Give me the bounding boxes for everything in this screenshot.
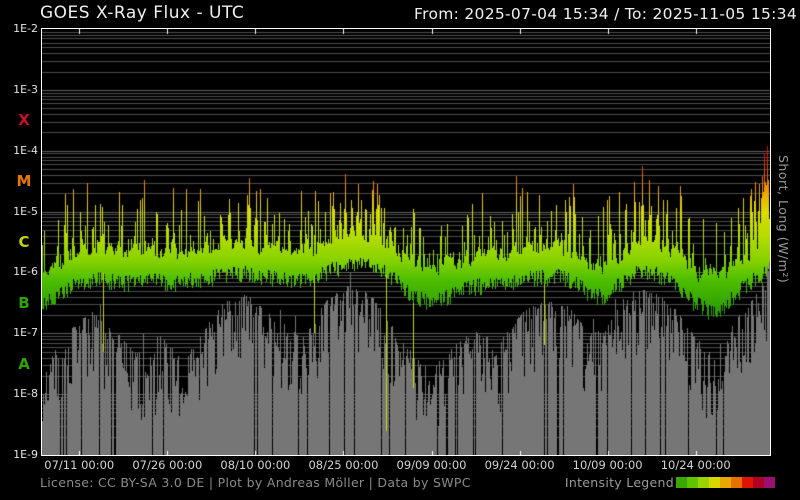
intensity-legend-label: Intensity Legend (564, 475, 674, 490)
legend-color-swatch (676, 477, 687, 488)
legend-color-swatch (687, 477, 698, 488)
y-tick-label: 1E-4 (13, 143, 38, 157)
y-tick-label: 1E-8 (13, 387, 38, 401)
legend-color-swatch (709, 477, 720, 488)
x-tick-label: 09/24 00:00 (484, 458, 555, 472)
date-range-label: From: 2025-07-04 15:34 / To: 2025-11-05 … (414, 5, 797, 23)
flare-class-label-b: B (18, 293, 30, 312)
x-tick-label: 10/24 00:00 (660, 458, 731, 472)
x-tick-label: 09/09 00:00 (396, 458, 467, 472)
x-tick-label: 08/25 00:00 (308, 458, 379, 472)
y-tick-label: 1E-6 (13, 265, 38, 279)
legend-color-swatch (764, 477, 775, 488)
y-tick-label: 1E-9 (13, 448, 38, 461)
flare-class-label-x: X (18, 111, 30, 130)
y-tick-label: 1E-7 (13, 326, 38, 340)
flare-class-label-a: A (18, 354, 30, 373)
legend-color-swatch (720, 477, 731, 488)
y-tick-label: 1E-2 (13, 22, 38, 35)
page-title: GOES X-Ray Flux - UTC (40, 3, 245, 23)
legend-color-swatch (753, 477, 764, 488)
legend-color-swatch (742, 477, 753, 488)
license-credit-text: License: CC BY-SA 3.0 DE | Plot by Andre… (40, 475, 471, 490)
flare-class-label-c: C (18, 233, 30, 251)
x-tick-label: 07/11 00:00 (44, 458, 115, 472)
x-tick-label: 07/26 00:00 (132, 458, 203, 472)
y-tick-label: 1E-5 (13, 204, 38, 218)
x-tick-label: 10/09 00:00 (572, 458, 643, 472)
xray-flux-plot (42, 29, 770, 455)
plot-frame (41, 28, 771, 456)
legend-color-swatch (731, 477, 742, 488)
legend-color-swatch (698, 477, 709, 488)
x-tick-label: 08/10 00:00 (220, 458, 291, 472)
y-tick-label: 1E-3 (13, 82, 38, 96)
flare-class-label-m: M (16, 172, 32, 191)
intensity-legend-colorbar (676, 477, 775, 488)
right-axis-label: Short, Long (W/m²) (776, 155, 791, 284)
